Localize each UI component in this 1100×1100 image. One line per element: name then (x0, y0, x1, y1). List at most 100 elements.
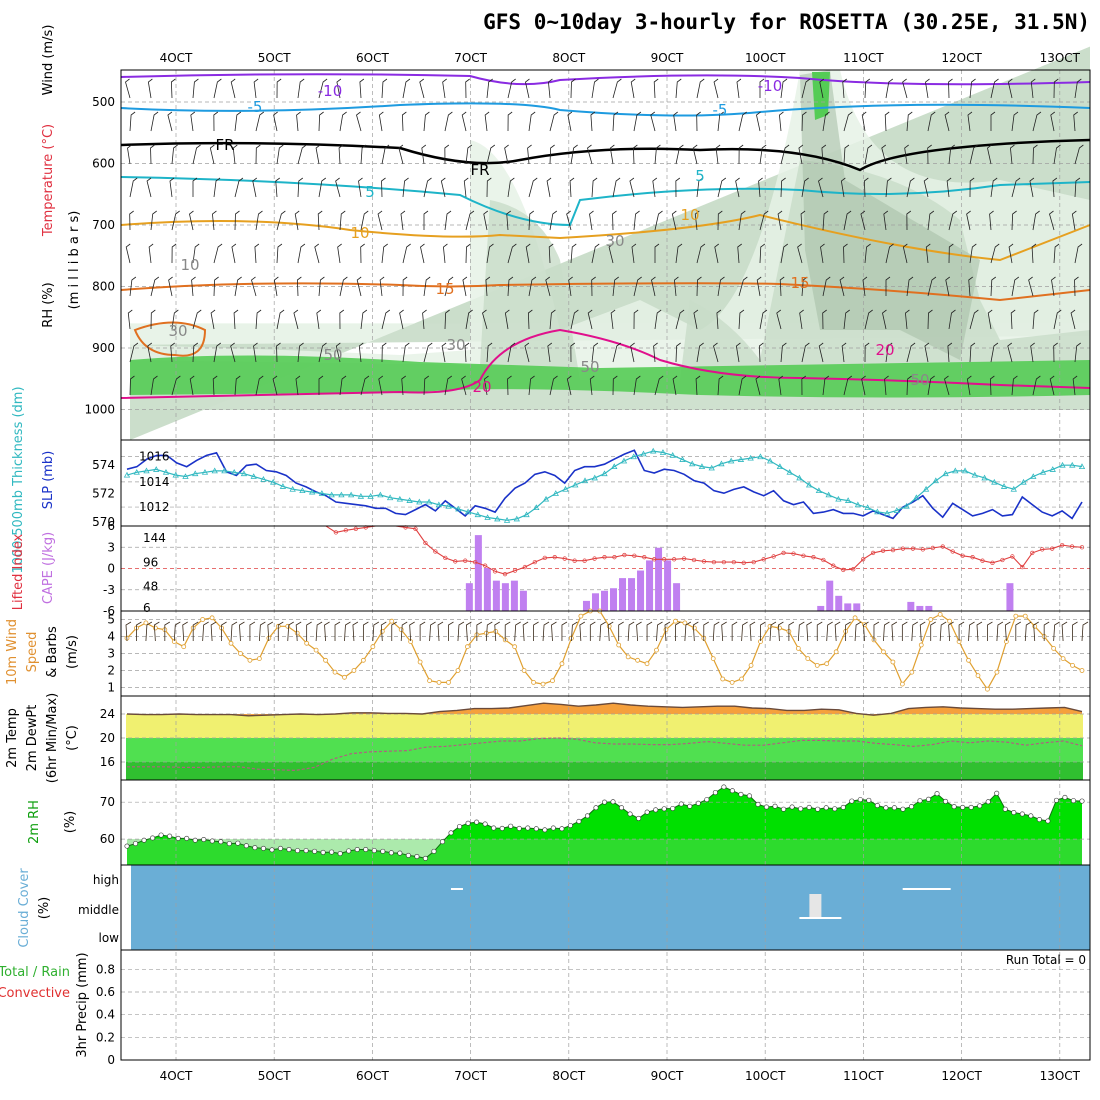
temp-band-yellow (126, 714, 1083, 738)
thickness-point (289, 485, 296, 492)
wind-point (256, 656, 262, 661)
wind-point (1051, 646, 1057, 651)
wind-barb (612, 177, 621, 198)
wind-barb (549, 309, 556, 330)
wind-barb (864, 144, 873, 165)
wind-barb (294, 210, 300, 231)
li-point (1030, 550, 1035, 556)
wind-barb (633, 375, 641, 396)
wind-point (1022, 613, 1028, 619)
wind-point (1060, 656, 1066, 661)
wind-barb (318, 111, 324, 132)
wind-barb (885, 78, 894, 99)
wind-point (152, 625, 158, 631)
cape-bar (844, 603, 852, 611)
wind-barb (507, 243, 517, 264)
wind-barb (633, 111, 642, 132)
wind-point (209, 615, 215, 621)
wind-barb (189, 375, 195, 396)
wind-point (370, 644, 376, 650)
precip-tick: 0.2 (96, 1030, 115, 1044)
surface-wind-barb (267, 621, 274, 642)
surface-wind-barb (834, 621, 841, 642)
wind-barb (799, 309, 804, 330)
wind-point (663, 627, 669, 633)
li-point (910, 546, 916, 551)
thickness-point (766, 457, 774, 464)
thickness-point (1078, 463, 1086, 470)
wind-point (720, 676, 726, 682)
surface-wind-barb (465, 621, 472, 642)
wind-barb (758, 342, 764, 363)
wind-barb (461, 375, 467, 396)
thickness-point (796, 474, 803, 481)
wind-barb (906, 342, 916, 363)
wind-barb (336, 78, 342, 99)
cape-bar (483, 567, 491, 611)
surface-wind-barb (485, 621, 493, 642)
rh2m-point (295, 848, 301, 854)
wind-barb (884, 375, 889, 396)
rh2m-point (576, 818, 582, 824)
surface-wind-barb (976, 621, 983, 642)
label-2m-rh: 2m RH (27, 800, 42, 844)
wind-barb (843, 243, 848, 264)
wind-barb (338, 144, 344, 165)
surface-wind-barb (400, 621, 408, 642)
thickness-point (211, 467, 218, 474)
wind-barb (969, 342, 976, 363)
wind-barb (924, 342, 930, 363)
wind-point (559, 661, 565, 667)
wind-barb (947, 342, 953, 363)
li-point (1069, 544, 1075, 549)
wind-barb (464, 342, 470, 363)
cape-tick: 48 (143, 580, 158, 594)
rh2m-point (653, 807, 659, 813)
wind-barb (297, 144, 307, 165)
rh2m-point (840, 804, 846, 810)
thickness-point (718, 460, 725, 467)
wind-barb (360, 375, 370, 396)
wind-barb (587, 144, 593, 165)
wind-barb (461, 111, 467, 132)
wind-barb (168, 276, 173, 297)
surface-wind-barb (806, 621, 812, 642)
wind-tick: 5 (107, 613, 115, 627)
contour-20 (120, 328, 1091, 399)
wind-barb (591, 276, 596, 297)
rh2m-point (627, 811, 633, 817)
thickness-point (601, 470, 608, 477)
wind-barb (756, 276, 762, 297)
wind-barb (591, 78, 599, 99)
rh2m-point (431, 848, 437, 854)
contour-label: 10 (350, 224, 369, 242)
wind-barb (191, 276, 196, 297)
wind-barb (1071, 210, 1077, 231)
li-point (791, 551, 796, 556)
wind-barb (1032, 144, 1038, 165)
thickness-point (153, 466, 160, 472)
wind-barb (861, 111, 867, 132)
wind-point (550, 678, 555, 684)
wind-barb (442, 78, 447, 99)
wind-barb (212, 375, 218, 396)
wind-barb (1010, 309, 1016, 330)
rh2m-tick: 60 (100, 832, 115, 846)
wind-barb (990, 276, 997, 297)
wind-barb (189, 210, 194, 231)
wind-barb (402, 243, 411, 264)
wind-barb (209, 144, 215, 165)
wind-barb (192, 177, 198, 197)
wind-barb (1031, 243, 1037, 264)
wind-barb (484, 111, 490, 132)
rh2m-point (849, 798, 855, 804)
wind-point (918, 642, 924, 648)
cloud-mark (809, 894, 822, 918)
wind-barb (864, 309, 873, 330)
surface-wind-barb (457, 621, 465, 642)
wind-barb (946, 177, 952, 198)
wind-barb (842, 78, 847, 99)
rh2m-point (772, 803, 778, 809)
thickness-point (747, 454, 754, 461)
wind-barb (990, 78, 999, 99)
